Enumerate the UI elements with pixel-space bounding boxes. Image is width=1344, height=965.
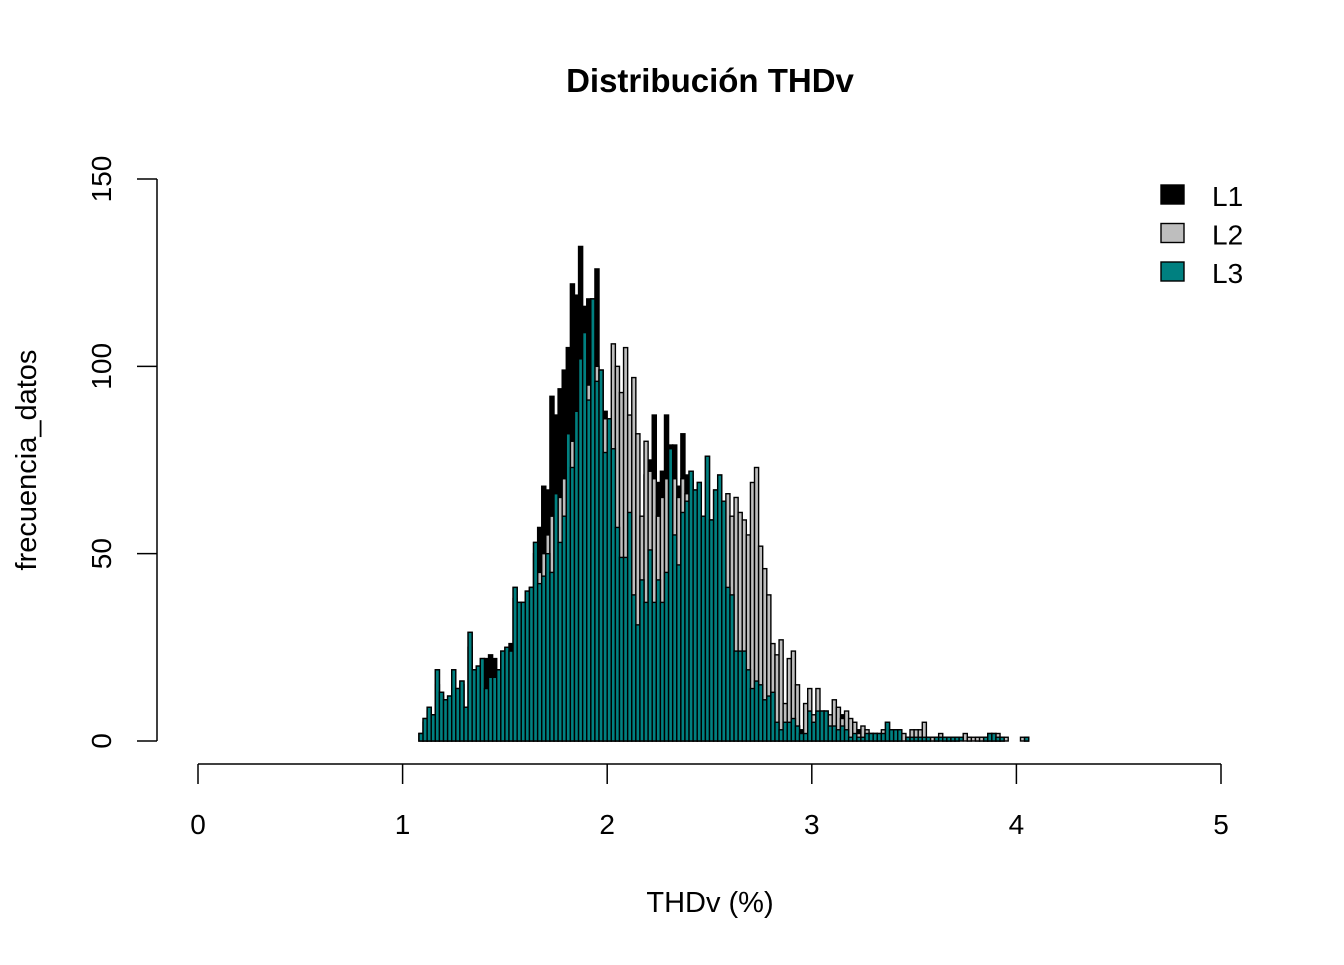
bar-L3 [925, 736, 932, 742]
y-axis-label: frecuencia_datos [11, 350, 43, 571]
chart-title: Distribución THDv [566, 62, 854, 99]
x-tick-label: 3 [804, 809, 820, 840]
legend-label: L3 [1212, 258, 1243, 289]
x-tick-label: 1 [395, 809, 411, 840]
bars-group [418, 245, 1030, 742]
bar-L3 [1023, 736, 1030, 742]
y-tick-label: 150 [86, 156, 117, 203]
legend-label: L1 [1212, 181, 1243, 212]
x-tick-label: 0 [190, 809, 206, 840]
legend: L1 L2 L3 [1160, 181, 1243, 289]
x-tick-label: 5 [1213, 809, 1229, 840]
bar-L3 [843, 729, 850, 742]
bar-L3 [958, 736, 964, 742]
bar-L3 [770, 691, 776, 742]
legend-item-L3: L3 [1160, 258, 1243, 289]
legend-item-L2: L2 [1160, 220, 1243, 251]
legend-label: L2 [1212, 220, 1243, 251]
x-tick-label: 4 [1009, 809, 1025, 840]
x-tick-label: 2 [599, 809, 615, 840]
legend-item-L1: L1 [1160, 181, 1243, 212]
x-axis: 0 1 2 3 4 5 [190, 763, 1229, 840]
series-L3 [418, 298, 1030, 742]
legend-swatch [1160, 261, 1185, 282]
bar-L3 [999, 736, 1005, 742]
legend-swatch [1160, 222, 1185, 244]
y-axis: 0 50 100 150 [86, 156, 158, 749]
y-tick-label: 50 [86, 538, 117, 569]
y-tick-label: 0 [86, 733, 117, 749]
bar-L3 [897, 729, 903, 742]
legend-swatch [1160, 184, 1185, 205]
x-axis-label: THDv (%) [646, 887, 773, 919]
y-tick-label: 100 [86, 343, 117, 390]
